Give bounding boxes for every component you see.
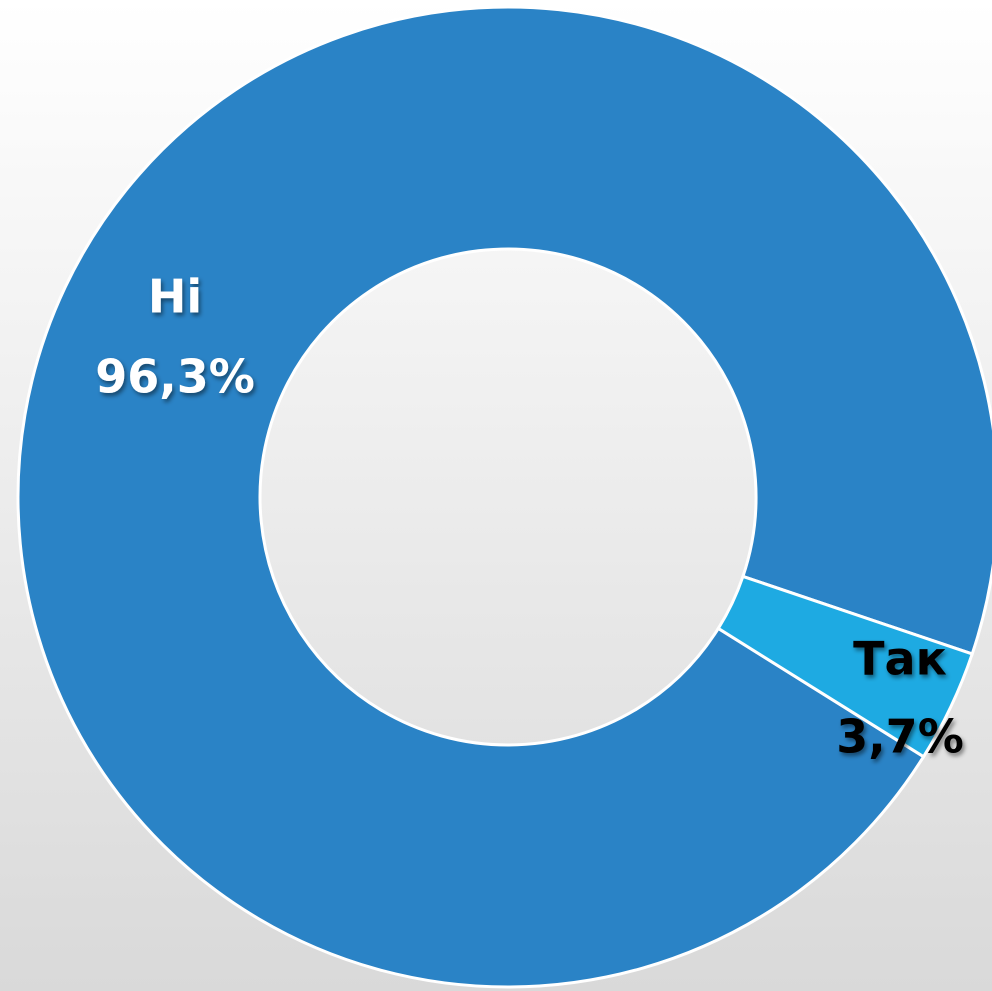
labels: Ні 96,3% Так 3,7% [95, 270, 964, 764]
category-label: Так [853, 632, 947, 686]
category-label: Ні [148, 270, 202, 324]
value-label: 3,7% [836, 710, 964, 764]
value-label: 96,3% [95, 350, 255, 404]
slices [16, 5, 992, 989]
slice [16, 5, 992, 989]
slice [716, 574, 975, 759]
